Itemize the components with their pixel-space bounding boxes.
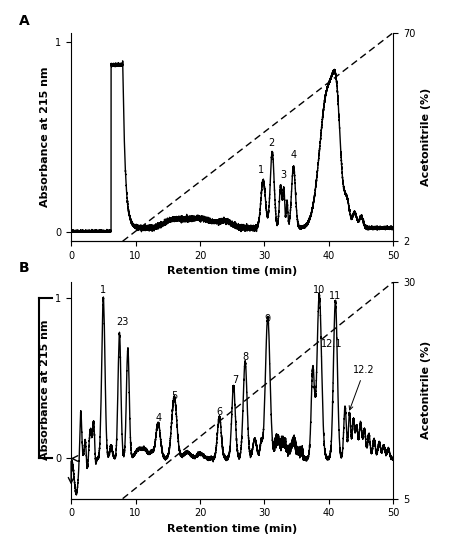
Text: 1: 1 [258, 165, 264, 175]
Y-axis label: Absorbance at 215 nm: Absorbance at 215 nm [40, 67, 50, 207]
Text: 4: 4 [291, 150, 297, 160]
Text: 8: 8 [242, 352, 248, 362]
X-axis label: Retention time (min): Retention time (min) [167, 524, 297, 534]
X-axis label: Retention time (min): Retention time (min) [167, 267, 297, 276]
Text: 1: 1 [100, 285, 106, 295]
Text: A: A [19, 14, 30, 28]
Text: 10: 10 [313, 285, 326, 295]
Text: 3: 3 [281, 171, 287, 180]
Text: 11: 11 [329, 291, 342, 301]
Text: 2: 2 [268, 138, 274, 149]
Text: 4: 4 [155, 413, 161, 423]
Text: 12.2: 12.2 [349, 365, 375, 410]
Text: 6: 6 [216, 406, 222, 417]
Text: 23: 23 [117, 317, 129, 327]
Y-axis label: Absorbance at 215 nm: Absorbance at 215 nm [40, 320, 50, 461]
Text: 12.1: 12.1 [321, 339, 343, 349]
Text: 9: 9 [264, 314, 271, 324]
Text: 7: 7 [232, 375, 238, 385]
Y-axis label: Acetonitrile (%): Acetonitrile (%) [421, 341, 431, 440]
Text: 5: 5 [171, 391, 177, 401]
Text: B: B [19, 261, 29, 275]
Y-axis label: Acetonitrile (%): Acetonitrile (%) [421, 88, 431, 186]
